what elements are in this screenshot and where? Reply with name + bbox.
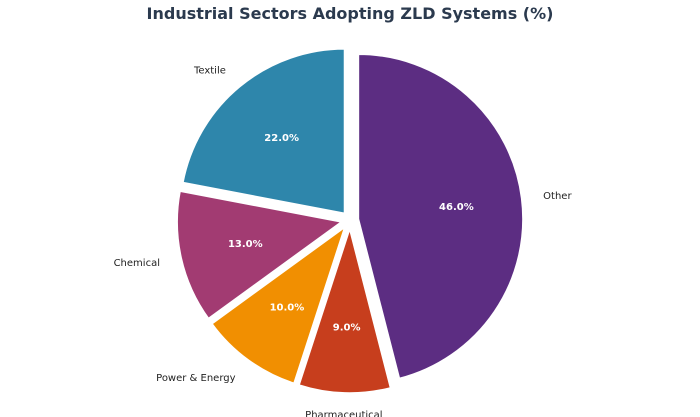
pie-category-label-power-energy: Power & Energy <box>156 373 235 384</box>
pie-percent-label-other: 46.0% <box>439 202 474 213</box>
pie-percent-label-pharmaceutical: 9.0% <box>333 323 361 334</box>
pie-percent-label-power-energy: 10.0% <box>270 302 305 313</box>
pie-category-label-chemical: Chemical <box>114 258 160 269</box>
pie-slice-chemical <box>175 189 345 321</box>
pie-percent-label-chemical: 13.0% <box>228 239 263 250</box>
pie-category-label-pharmaceutical: Pharmaceutical <box>305 410 382 417</box>
pie-slice-pharmaceutical <box>297 224 392 395</box>
pie-slice-other <box>357 52 525 380</box>
pie-percent-label-textile: 22.0% <box>264 133 299 144</box>
chart-title: Industrial Sectors Adopting ZLD Systems … <box>147 4 554 23</box>
pie-slice-power-energy <box>210 224 348 385</box>
pie-category-label-textile: Textile <box>193 65 226 76</box>
pie-labels: 22.0% Textile 13.0% Chemical 10.0% Power & En… <box>114 65 573 417</box>
pie-slice-textile <box>181 47 346 215</box>
pie-category-label-other: Other <box>543 191 572 202</box>
pie-slices <box>175 47 525 395</box>
